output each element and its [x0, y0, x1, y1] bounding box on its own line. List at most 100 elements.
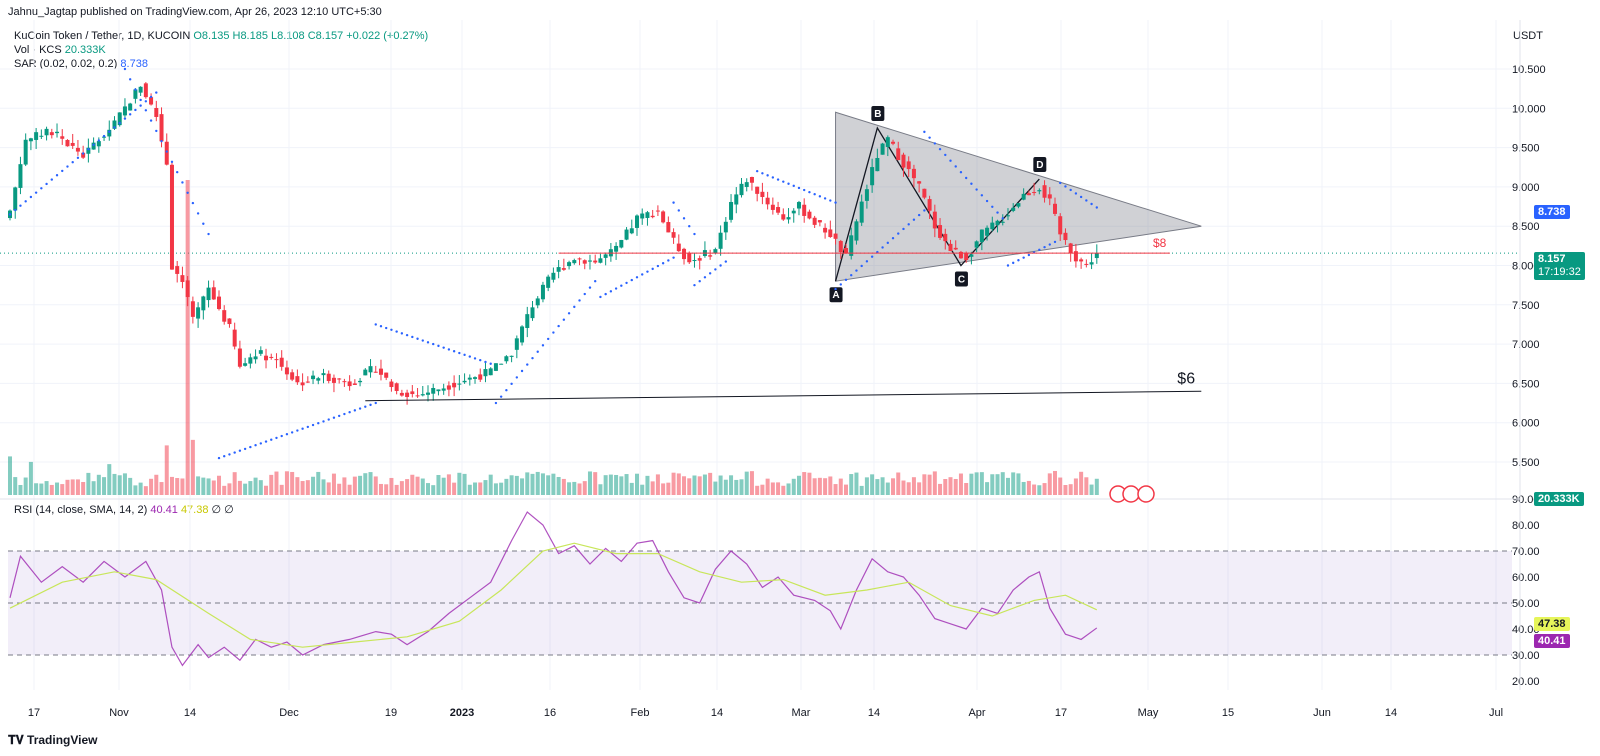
- candle-body: [462, 380, 467, 383]
- volume-bar: [1053, 470, 1057, 495]
- volume-bar: [770, 482, 775, 495]
- candle-body: [211, 287, 216, 300]
- time-tick-label: Mar: [792, 707, 811, 719]
- volume-bar: [399, 481, 404, 495]
- sar-dot: [181, 181, 184, 184]
- candle-body: [661, 211, 666, 223]
- legend-symbol[interactable]: KuCoin Token / Tether, 1D, KUCOIN: [14, 30, 191, 42]
- sar-dot: [860, 264, 863, 268]
- volume-bar: [979, 472, 984, 495]
- volume-bar: [885, 482, 890, 495]
- pattern-point-badge: [954, 271, 968, 287]
- sar-dot: [541, 344, 545, 347]
- volume-bar: [844, 484, 848, 495]
- sar-dot: [625, 281, 628, 285]
- volume-bar: [410, 474, 415, 495]
- pattern-point-badge: [829, 287, 843, 303]
- volume-bar: [718, 475, 723, 495]
- rsi-tick-label: 20.00: [1512, 676, 1540, 688]
- annotations: $8 $6: [365, 236, 1202, 402]
- volume-bar: [723, 479, 728, 495]
- candle-body: [1042, 185, 1047, 198]
- sar-dot: [594, 280, 597, 283]
- candle-body: [974, 241, 979, 248]
- legend-rsi[interactable]: RSI (14, close, SMA, 14, 2): [14, 504, 148, 516]
- candle-body: [635, 215, 639, 228]
- sar-dot: [1012, 261, 1015, 265]
- legend-sar[interactable]: SAR (0.02, 0.02, 0.2): [14, 58, 118, 70]
- candle-body: [854, 221, 859, 241]
- candle-body: [331, 377, 336, 383]
- volume-bar: [290, 471, 295, 495]
- price-tick-label: 10.500: [1512, 64, 1546, 76]
- sar-dot: [186, 191, 189, 194]
- sar-dot: [1085, 199, 1088, 202]
- volume-bar: [337, 483, 342, 495]
- volume-bar: [661, 483, 666, 495]
- sar-dot: [432, 342, 435, 346]
- candle-body: [185, 280, 190, 298]
- candle-body: [514, 338, 519, 350]
- sar-dot: [1048, 243, 1051, 246]
- sar-dot: [1090, 202, 1093, 206]
- us-flag-icon[interactable]: [1122, 485, 1140, 503]
- volume-bar: [258, 480, 263, 495]
- sar-dot: [223, 455, 226, 458]
- candle-body: [781, 214, 786, 220]
- candle-body: [509, 355, 514, 357]
- event-icons: [1109, 485, 1155, 503]
- candle-body: [990, 222, 995, 230]
- candle-body: [133, 89, 138, 99]
- volume-bar: [28, 461, 33, 495]
- branding[interactable]: 𝐓𝐕 TradingView: [8, 733, 98, 748]
- candle-body: [896, 148, 901, 161]
- volume-bar: [253, 477, 258, 495]
- volume-bar: [676, 473, 681, 495]
- candle-body: [817, 220, 822, 223]
- legend-rsi-value: 40.41: [150, 504, 178, 516]
- volume-bar: [969, 473, 974, 495]
- candle-body: [34, 132, 39, 140]
- volume-bar: [760, 484, 765, 495]
- sar-dot: [661, 262, 665, 265]
- volume-bar: [593, 472, 598, 495]
- volume-bar: [164, 445, 169, 495]
- candle-body: [190, 301, 195, 317]
- us-flag-icon[interactable]: [1137, 485, 1155, 503]
- sar-dot: [515, 376, 519, 379]
- candle-body: [426, 392, 430, 395]
- volume-bar: [237, 480, 242, 495]
- legend-ohlc: O8.135 H8.185 L8.108 C8.157 +0.022 (+0.2…: [193, 30, 429, 42]
- volume-bar: [269, 474, 274, 495]
- volume-bar: [117, 475, 122, 495]
- sar-dot: [87, 147, 90, 151]
- candle-body: [358, 380, 363, 383]
- candle-body: [1084, 263, 1089, 265]
- sar-dot: [238, 449, 242, 452]
- volume-bar: [49, 484, 54, 495]
- volume-bar: [682, 476, 687, 495]
- candle-body: [1021, 193, 1026, 200]
- sar-dot: [933, 142, 937, 145]
- candle-body: [556, 267, 561, 272]
- volume-bar: [943, 479, 948, 495]
- sar-dot: [50, 178, 53, 181]
- volume-bar: [514, 475, 519, 495]
- volume-bar: [1000, 472, 1005, 495]
- legend-volume[interactable]: Vol · KCS: [14, 44, 62, 56]
- volume-bar: [206, 478, 211, 495]
- sar-dot: [818, 195, 822, 198]
- sar-dot: [369, 403, 372, 407]
- candle-body: [964, 252, 969, 261]
- candle-body: [248, 357, 253, 364]
- legend-rsi-row: RSI (14, close, SMA, 14, 2) 40.41 47.38 …: [14, 503, 234, 516]
- candle-body: [849, 235, 854, 256]
- candle-body: [279, 357, 284, 367]
- candle-body: [342, 381, 347, 383]
- candle-body: [18, 164, 23, 188]
- sar-dot: [1017, 259, 1020, 262]
- candle-body: [561, 268, 566, 270]
- sar-dot: [792, 184, 795, 188]
- rsi-tick-label: 80.00: [1512, 520, 1540, 532]
